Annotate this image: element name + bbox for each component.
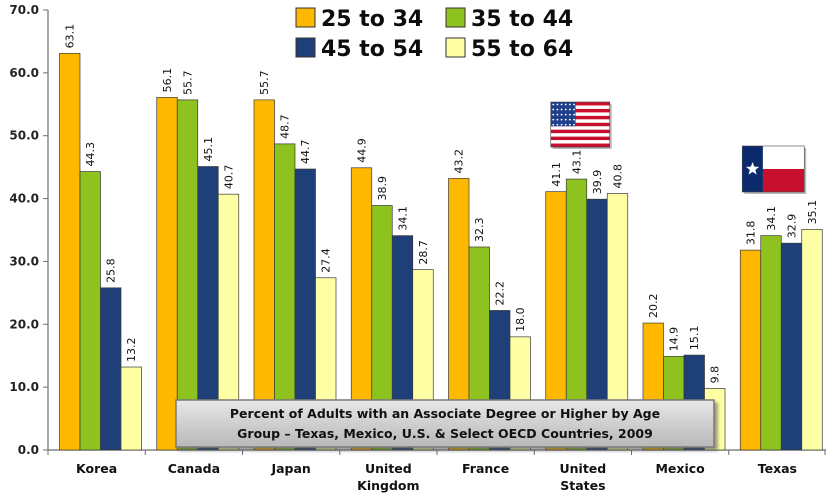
bars (59, 53, 823, 451)
us-flag-icon (550, 101, 612, 149)
legend-item: 55 to 64 (445, 37, 573, 62)
category-label: Korea (76, 461, 117, 476)
data-label: 44.7 (299, 140, 312, 165)
bar (59, 53, 81, 451)
legend-label: 35 to 44 (471, 7, 573, 32)
legend-swatch (445, 7, 466, 28)
y-tick-label: 20.0 (9, 317, 39, 331)
legend-label: 25 to 34 (321, 7, 423, 32)
data-label: 55.7 (182, 70, 195, 95)
legend-swatch (295, 37, 316, 58)
data-label: 34.1 (765, 206, 778, 231)
data-label: 63.1 (64, 24, 77, 49)
category-label: Mexico (655, 461, 705, 476)
data-label: 55.7 (258, 70, 271, 95)
y-tick-label: 70.0 (9, 3, 39, 17)
legend-label: 45 to 54 (321, 37, 423, 62)
star-icon (745, 162, 760, 175)
legend-swatch (445, 37, 466, 58)
data-label: 28.7 (417, 240, 430, 265)
data-label: 25.8 (105, 258, 118, 283)
data-label: 44.3 (84, 142, 97, 167)
bar (760, 235, 782, 451)
y-tick-label: 30.0 (9, 254, 39, 268)
data-label: 56.1 (161, 68, 174, 93)
data-label: 44.9 (356, 138, 369, 163)
chart-title-line-2: Group – Texas, Mexico, U.S. & Select OEC… (237, 426, 653, 441)
category-label: United (365, 461, 412, 476)
data-label: 43.2 (453, 149, 466, 174)
bar (739, 249, 762, 451)
data-label: 9.8 (709, 366, 722, 384)
category-labels: Korea Canada Japan United Kingdom France Unite… (76, 461, 797, 493)
data-label: 39.9 (591, 170, 604, 195)
category-label: France (462, 461, 509, 476)
chart-title-box: Percent of Adults with an Associate Degr… (175, 399, 715, 448)
bar (801, 229, 823, 451)
y-tick-label: 10.0 (9, 380, 39, 394)
data-label: 32.3 (473, 217, 486, 242)
data-label: 40.7 (223, 165, 236, 190)
data-label: 48.7 (279, 114, 292, 139)
category-label: Texas (758, 461, 797, 476)
category-label: States (560, 478, 605, 493)
texas-flag-icon (741, 145, 807, 194)
data-label: 32.9 (786, 214, 799, 239)
flags (550, 101, 807, 194)
y-tick-label: 60.0 (9, 66, 39, 80)
data-label: 14.9 (668, 327, 681, 352)
title-box-background (175, 399, 715, 448)
bar (253, 99, 275, 451)
bar (780, 242, 803, 451)
bar (79, 171, 101, 451)
bar (176, 99, 199, 451)
legend-item: 25 to 34 (295, 7, 423, 32)
data-label: 15.1 (688, 326, 701, 351)
data-label: 35.1 (806, 200, 819, 225)
data-label: 40.8 (612, 164, 625, 189)
data-label: 34.1 (397, 206, 410, 231)
y-axis: 0.0 10.0 20.0 30.0 40.0 50.0 60.0 70.0 (9, 3, 49, 457)
x-axis (47, 449, 826, 455)
data-label: 38.9 (376, 176, 389, 201)
data-label: 20.2 (647, 294, 660, 319)
data-label: 22.2 (494, 281, 507, 306)
data-label: 45.1 (202, 137, 215, 162)
category-label: United (560, 461, 607, 476)
bar (217, 193, 240, 451)
bar (156, 97, 178, 451)
data-label: 27.4 (320, 248, 333, 273)
category-label: Kingdom (357, 478, 419, 493)
data-label: 31.8 (745, 221, 758, 246)
legend-item: 35 to 44 (445, 7, 573, 32)
data-labels: 63.1 44.3 25.8 13.2 56.1 55.7 45.1 40.7 55.7 48.7… (64, 24, 819, 384)
legend: 25 to 34 35 to 44 45 to 54 55 to 64 (295, 7, 573, 62)
bar (120, 366, 142, 451)
data-label: 13.2 (125, 338, 138, 363)
data-label: 43.1 (571, 150, 584, 175)
category-label: Japan (270, 461, 310, 476)
y-tick-label: 50.0 (9, 129, 39, 143)
category-label: Canada (168, 461, 220, 476)
bar (606, 193, 629, 451)
bar (100, 287, 122, 451)
legend-label: 55 to 64 (471, 37, 573, 62)
y-tick-label: 40.0 (9, 192, 39, 206)
data-label: 18.0 (514, 307, 527, 332)
legend-item: 45 to 54 (295, 37, 423, 62)
legend-swatch (295, 7, 316, 28)
data-label: 41.1 (550, 162, 563, 187)
y-tick-label: 0.0 (18, 443, 39, 457)
chart-title-line-1: Percent of Adults with an Associate Degr… (230, 406, 660, 421)
